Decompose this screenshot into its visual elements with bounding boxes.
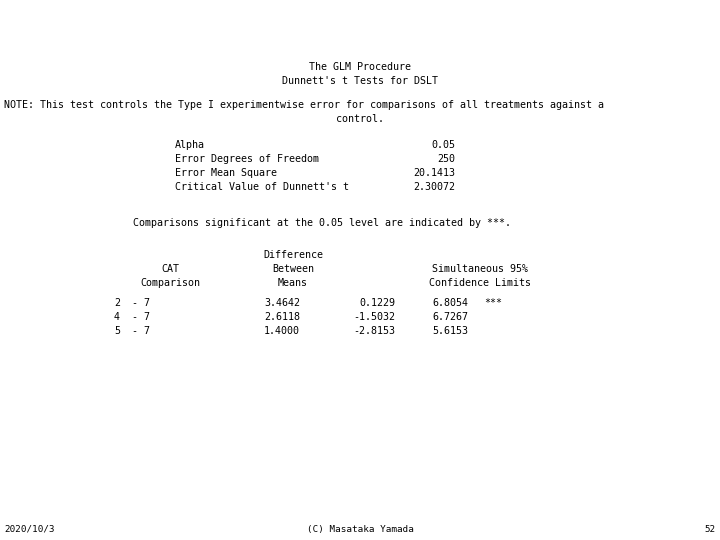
Text: (C) Masataka Yamada: (C) Masataka Yamada	[307, 525, 413, 534]
Text: 1.4000: 1.4000	[264, 326, 300, 336]
Text: Simultaneous 95%: Simultaneous 95%	[432, 264, 528, 274]
Text: -2.8153: -2.8153	[353, 326, 395, 336]
Text: 20.1413: 20.1413	[413, 168, 455, 178]
Text: 52: 52	[705, 525, 716, 534]
Text: 0.05: 0.05	[431, 140, 455, 150]
Text: Means: Means	[278, 278, 308, 288]
Text: Confidence Limits: Confidence Limits	[429, 278, 531, 288]
Text: 2.30072: 2.30072	[413, 182, 455, 192]
Text: 3.4642: 3.4642	[264, 298, 300, 308]
Text: ***: ***	[484, 298, 502, 308]
Text: 2: 2	[114, 298, 120, 308]
Text: Difference: Difference	[263, 250, 323, 260]
Text: Error Mean Square: Error Mean Square	[175, 168, 277, 178]
Text: - 7: - 7	[132, 326, 150, 336]
Text: - 7: - 7	[132, 298, 150, 308]
Text: 6.7267: 6.7267	[432, 312, 468, 322]
Text: 5.6153: 5.6153	[432, 326, 468, 336]
Text: Comparison: Comparison	[140, 278, 200, 288]
Text: Comparisons significant at the 0.05 level are indicated by ***.: Comparisons significant at the 0.05 leve…	[133, 218, 511, 228]
Text: 0.1229: 0.1229	[359, 298, 395, 308]
Text: Alpha: Alpha	[175, 140, 205, 150]
Text: control.: control.	[336, 114, 384, 124]
Text: NOTE: This test controls the Type I experimentwise error for comparisons of all : NOTE: This test controls the Type I expe…	[4, 100, 604, 110]
Text: 2020/10/3: 2020/10/3	[4, 525, 55, 534]
Text: 6.8054: 6.8054	[432, 298, 468, 308]
Text: Error Degrees of Freedom: Error Degrees of Freedom	[175, 154, 319, 164]
Text: 5: 5	[114, 326, 120, 336]
Text: 2.6118: 2.6118	[264, 312, 300, 322]
Text: Between: Between	[272, 264, 314, 274]
Text: 4: 4	[114, 312, 120, 322]
Text: Dunnett's t Tests for DSLT: Dunnett's t Tests for DSLT	[282, 76, 438, 86]
Text: 250: 250	[437, 154, 455, 164]
Text: -1.5032: -1.5032	[353, 312, 395, 322]
Text: The GLM Procedure: The GLM Procedure	[309, 62, 411, 72]
Text: - 7: - 7	[132, 312, 150, 322]
Text: CAT: CAT	[161, 264, 179, 274]
Text: Critical Value of Dunnett's t: Critical Value of Dunnett's t	[175, 182, 349, 192]
